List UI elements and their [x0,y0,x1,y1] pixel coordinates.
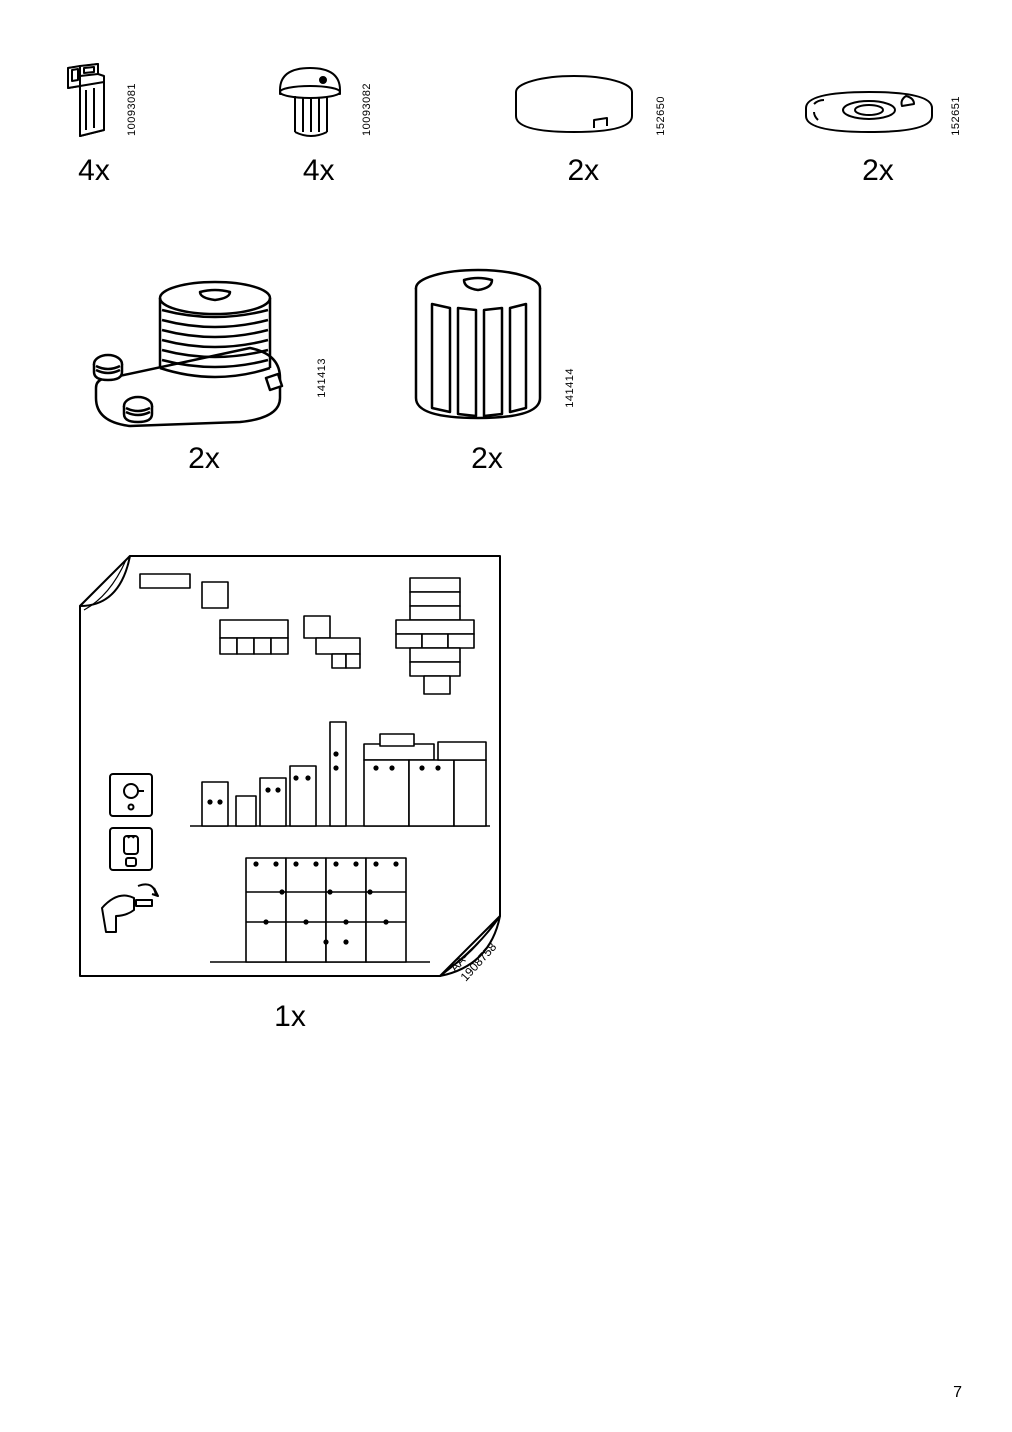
quantity-label: 1x [274,1000,306,1034]
part-base-disc: 152651 2x [794,80,962,188]
part-adjustable-foot: 141413 2x [80,258,328,476]
parts-row-1: 10093081 4x 10093082 4x [50,60,962,188]
part-knob-cap: 141414 2x [398,258,576,476]
parts-row-2: 141413 2x [50,258,962,476]
adjustable-foot-icon [80,258,310,428]
page-number: 7 [953,1384,962,1402]
template-sheet-icon [70,546,510,986]
instruction-page: 10093081 4x 10093082 4x [0,0,1012,1432]
part-cap: 152650 2x [499,70,667,188]
part-number-label: 152650 [655,96,667,136]
part-number-label: 10093082 [361,83,373,136]
quantity-label: 2x [567,154,599,188]
quantity-label: 2x [862,154,894,188]
part-number-label: 152651 [950,96,962,136]
knob-cap-icon [398,258,558,428]
cap-icon [499,70,649,140]
part-number-label: 141413 [316,358,328,398]
parts-row-3: AA-1908758 1x [50,546,962,1034]
bracket-icon [50,60,120,140]
part-number-label: 141414 [564,368,576,408]
base-disc-icon [794,80,944,140]
quantity-label: 4x [303,154,335,188]
part-number-label: 10093081 [126,83,138,136]
quantity-label: 4x [78,154,110,188]
part-drilling-template: AA-1908758 1x [50,546,530,1034]
quantity-label: 2x [188,442,220,476]
plug-icon [265,60,355,140]
quantity-label: 2x [471,442,503,476]
part-bracket: 10093081 4x [50,60,138,188]
part-plug: 10093082 4x [265,60,373,188]
